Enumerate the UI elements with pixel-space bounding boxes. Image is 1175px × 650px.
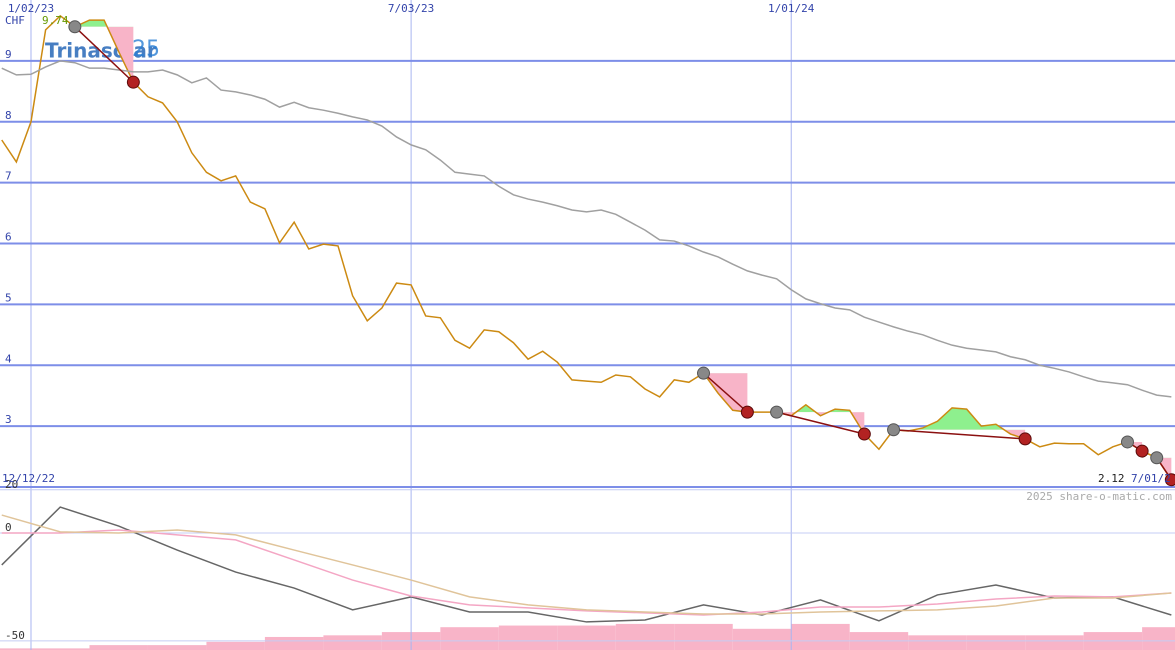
signal-start xyxy=(68,20,82,34)
signal-line xyxy=(74,26,134,83)
volume-bar xyxy=(440,627,499,650)
signal-line xyxy=(703,372,748,413)
last-label: 2.12 xyxy=(1098,472,1125,485)
volume-bar xyxy=(147,645,207,650)
x-tick-label: 7/03/23 xyxy=(388,2,434,15)
y-tick-label: 7 xyxy=(5,170,12,183)
signal-fill-green xyxy=(776,404,865,413)
currency-label: CHF xyxy=(5,14,25,27)
line xyxy=(1,506,1172,623)
high-label: 9.74 xyxy=(42,14,69,27)
y-tick-label: 6 xyxy=(5,231,12,244)
volume-bar xyxy=(323,635,382,650)
volume-bar xyxy=(615,623,675,650)
volume-bar xyxy=(1142,627,1175,650)
signal-end xyxy=(740,405,754,419)
volume-bar xyxy=(791,623,850,650)
signal-end xyxy=(1135,444,1149,458)
credit: 2025 share-o-matic.com xyxy=(1026,490,1172,503)
signal-end xyxy=(857,427,871,441)
signal-line xyxy=(776,411,865,435)
y-tick-label: 0 xyxy=(5,521,12,534)
volume-bar xyxy=(498,625,558,650)
signal-line xyxy=(893,429,1026,440)
signal-end xyxy=(1164,473,1175,487)
y-tick-label: -50 xyxy=(5,629,25,642)
y-tick-label: 5 xyxy=(5,291,12,304)
volume-bar xyxy=(732,628,792,650)
line xyxy=(1,514,1172,615)
logo-badge: 25 xyxy=(132,37,160,62)
signal-end xyxy=(1018,432,1032,446)
line xyxy=(1,529,1172,616)
x-tick-label: 1/02/23 xyxy=(8,2,54,15)
signal-fill-pink xyxy=(776,412,865,435)
signal-fill-green xyxy=(74,20,134,27)
volume-bar xyxy=(30,648,90,650)
line xyxy=(1,14,1172,481)
signal-fill-green xyxy=(893,407,1026,430)
volume-bar xyxy=(206,641,265,650)
volume-bar xyxy=(0,648,31,650)
volume-bar xyxy=(908,635,967,650)
volume-bar xyxy=(264,636,324,650)
y-tick-label: 3 xyxy=(5,413,12,426)
signal-start xyxy=(1120,435,1134,449)
volume-bar xyxy=(1025,635,1084,650)
signal-start xyxy=(887,423,901,437)
y-tick-label: 4 xyxy=(5,352,12,365)
y-tick-label: 9 xyxy=(5,48,12,61)
signal-start xyxy=(697,366,711,380)
volume-bar xyxy=(557,625,616,650)
y-tick-label: 8 xyxy=(5,109,12,122)
volume-bar xyxy=(89,645,148,650)
signal-fill-pink xyxy=(74,26,134,83)
signal-start xyxy=(770,405,784,419)
volume-bar xyxy=(966,635,1026,650)
y-tick-label: 20 xyxy=(5,478,18,491)
line xyxy=(1,60,1172,398)
volume-bar xyxy=(674,623,733,650)
end-date-label: 7/01/2 xyxy=(1131,472,1171,485)
start-date-label: 12/12/22 xyxy=(2,472,55,485)
signal-end xyxy=(126,75,140,89)
x-tick-label: 1/01/24 xyxy=(768,2,815,15)
signal-start xyxy=(1150,451,1164,465)
